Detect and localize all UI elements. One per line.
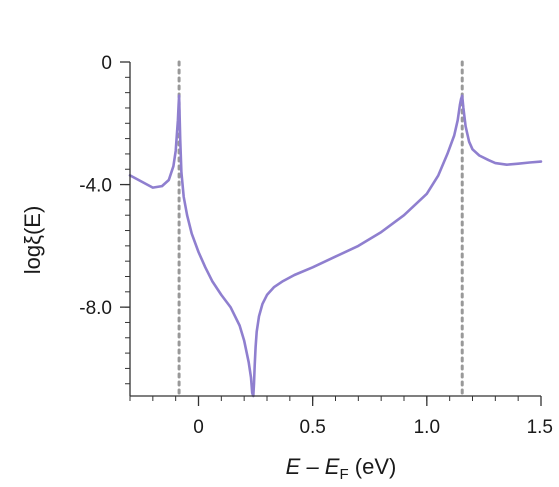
- y-ticks: 0 -4.0 -8.0: [79, 53, 130, 385]
- x-tick-label: 1.5: [527, 417, 553, 438]
- y-axis-label: logξ(E): [20, 206, 45, 275]
- x-axis-label: E – EF (eV): [286, 454, 397, 483]
- y-tick-label: -8.0: [79, 298, 112, 319]
- axes: 0 -4.0 -8.0 0 0.5 1.0 1.5: [79, 53, 553, 438]
- y-tick-label: -4.0: [79, 176, 112, 197]
- plot-area: [128, 60, 543, 398]
- x-tick-label: 0.5: [299, 417, 325, 438]
- reference-lines: [177, 60, 464, 398]
- series-line: [128, 94, 543, 398]
- x-tick-label: 1.0: [414, 417, 440, 438]
- x-tick-label: 0: [193, 417, 204, 438]
- y-tick-label: 0: [101, 53, 112, 74]
- x-ticks: 0 0.5 1.0 1.5: [129, 396, 553, 438]
